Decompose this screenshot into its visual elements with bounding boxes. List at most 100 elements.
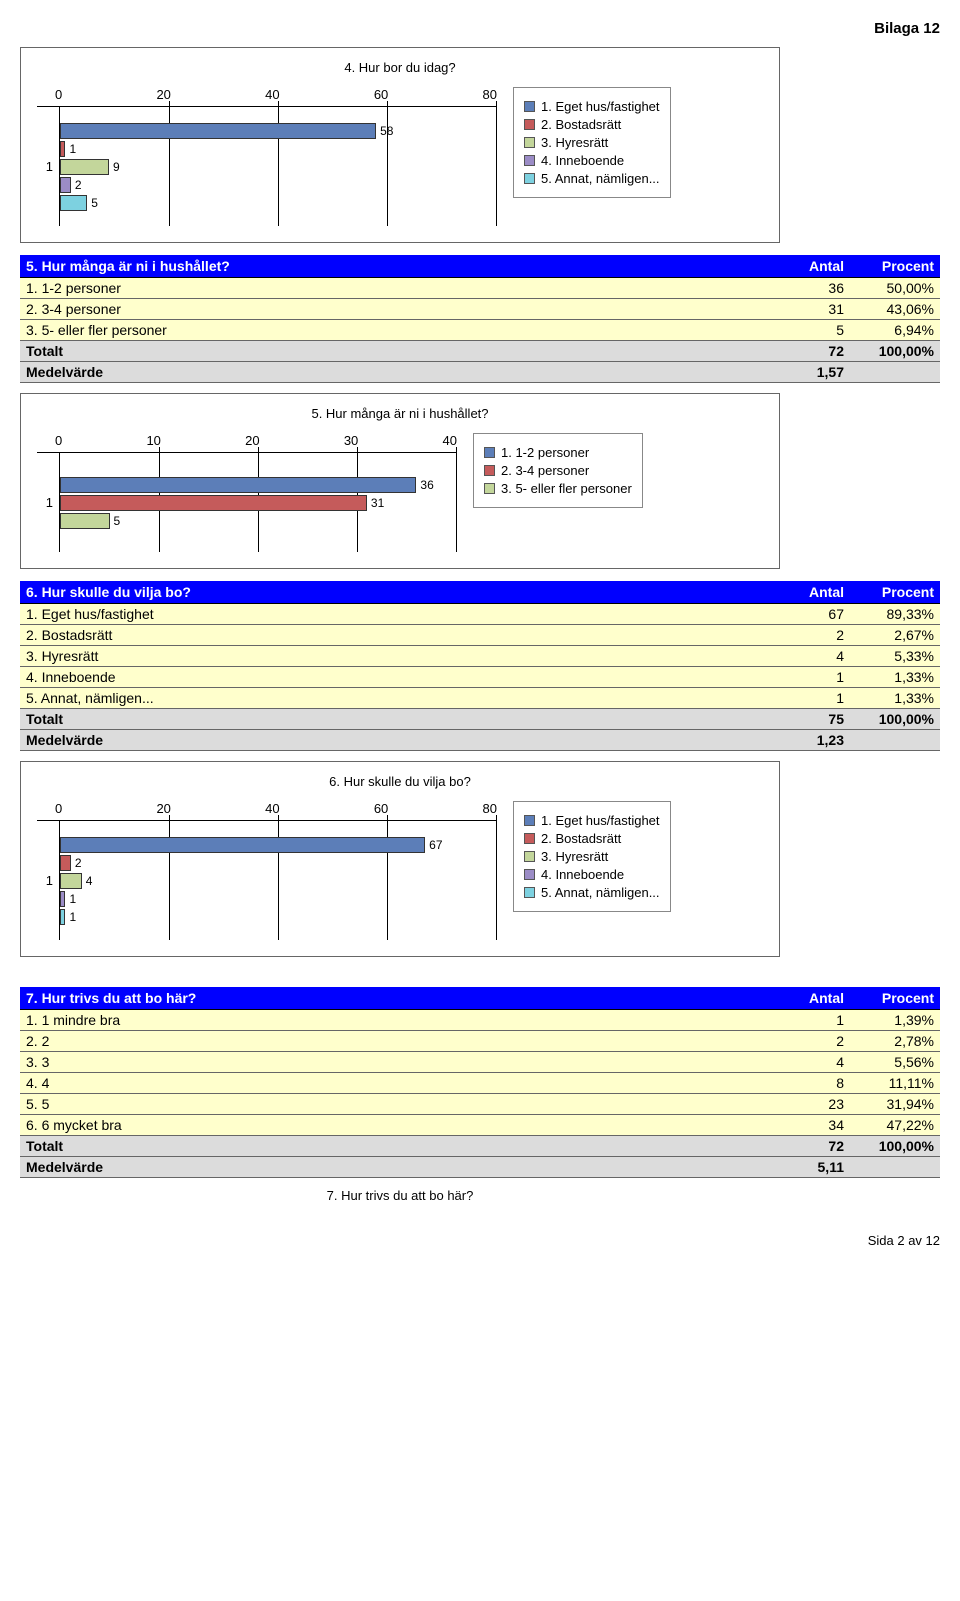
row-procent: 50,00%: [850, 278, 940, 299]
chart6-tick: 40: [265, 801, 279, 816]
chart6-bar: [60, 873, 82, 889]
row-label: 1. Eget hus/fastighet: [20, 604, 760, 625]
chart6-bar-label: 1: [69, 909, 76, 925]
total-procent: 100,00%: [850, 709, 940, 730]
chart6-bar-label: 1: [69, 891, 76, 907]
chart5-title: 5. Hur många är ni i hushållet?: [37, 406, 763, 421]
row-label: 2. Bostadsrätt: [20, 625, 760, 646]
chart5-tick: 10: [146, 433, 160, 448]
table-medel-row: Medelvärde1,23: [20, 730, 940, 751]
chart4-bar: [60, 123, 376, 139]
table-row: 2. 222,78%: [20, 1031, 940, 1052]
chart5-tick: 20: [245, 433, 259, 448]
legend-swatch-icon: [484, 447, 495, 458]
legend-swatch-icon: [484, 483, 495, 494]
total-label: Totalt: [20, 341, 760, 362]
table7-col-antal: Antal: [760, 987, 850, 1010]
table6-col-antal: Antal: [760, 581, 850, 604]
legend-swatch-icon: [524, 869, 535, 880]
row-label: 3. 3: [20, 1052, 760, 1073]
row-label: 3. 5- eller fler personer: [20, 320, 760, 341]
chart6-bar: [60, 837, 425, 853]
medel-value: 1,57: [760, 362, 850, 383]
row-label: 5. 5: [20, 1094, 760, 1115]
chart4-tick: 80: [483, 87, 497, 102]
legend-label: 2. 3-4 personer: [501, 463, 589, 478]
table-row: 5. 52331,94%: [20, 1094, 940, 1115]
chart6-cat-label: 1: [37, 873, 59, 888]
table-total-row: Totalt72100,00%: [20, 1136, 940, 1157]
legend-label: 4. Inneboende: [541, 867, 624, 882]
chart5-bar: [60, 513, 110, 529]
chart5-cat-label: 1: [37, 495, 59, 510]
table5-col-procent: Procent: [850, 255, 940, 278]
legend-label: 3. Hyresrätt: [541, 135, 608, 150]
row-procent: 5,56%: [850, 1052, 940, 1073]
legend-swatch-icon: [524, 101, 535, 112]
chart4-bar-label: 5: [91, 195, 98, 211]
table5-col-antal: Antal: [760, 255, 850, 278]
chart5-tick: 30: [344, 433, 358, 448]
legend-swatch-icon: [524, 173, 535, 184]
chart6-bar: [60, 891, 65, 907]
legend-swatch-icon: [524, 155, 535, 166]
row-antal: 67: [760, 604, 850, 625]
chart-5: 5. Hur många är ni i hushållet? 01020304…: [20, 393, 780, 569]
row-procent: 6,94%: [850, 320, 940, 341]
table-total-row: Totalt75100,00%: [20, 709, 940, 730]
table-row: 3. 5- eller fler personer56,94%: [20, 320, 940, 341]
total-procent: 100,00%: [850, 1136, 940, 1157]
table-row: 1. Eget hus/fastighet6789,33%: [20, 604, 940, 625]
row-label: 4. Inneboende: [20, 667, 760, 688]
chart4-legend-item: 1. Eget hus/fastighet: [524, 99, 660, 114]
table-row: 5. Annat, nämligen...11,33%: [20, 688, 940, 709]
page-header: Bilaga 12: [20, 20, 940, 37]
chart6-title: 6. Hur skulle du vilja bo?: [37, 774, 763, 789]
row-antal: 5: [760, 320, 850, 341]
row-label: 4. 4: [20, 1073, 760, 1094]
row-procent: 1,39%: [850, 1010, 940, 1031]
total-antal: 75: [760, 709, 850, 730]
chart5-bar: [60, 477, 416, 493]
row-procent: 89,33%: [850, 604, 940, 625]
chart4-bar-label: 9: [113, 159, 120, 175]
chart5-bar: [60, 495, 367, 511]
chart6-legend-item: 4. Inneboende: [524, 867, 660, 882]
table-medel-row: Medelvärde1,57: [20, 362, 940, 383]
total-antal: 72: [760, 341, 850, 362]
legend-label: 2. Bostadsrätt: [541, 117, 621, 132]
row-antal: 4: [760, 646, 850, 667]
row-label: 3. Hyresrätt: [20, 646, 760, 667]
chart4-bar: [60, 141, 65, 157]
legend-label: 5. Annat, nämligen...: [541, 885, 660, 900]
table-row: 2. 3-4 personer3143,06%: [20, 299, 940, 320]
legend-swatch-icon: [524, 851, 535, 862]
table5-question: 5. Hur många är ni i hushållet?: [20, 255, 760, 278]
chart6-bar-label: 67: [429, 837, 442, 853]
table7-question: 7. Hur trivs du att bo här?: [20, 987, 760, 1010]
table6-col-procent: Procent: [850, 581, 940, 604]
chart5-bar-label: 5: [114, 513, 121, 529]
row-procent: 47,22%: [850, 1115, 940, 1136]
chart4-bar: [60, 177, 71, 193]
chart5-legend: 1. 1-2 personer2. 3-4 personer3. 5- elle…: [473, 433, 643, 508]
chart5-bar-label: 36: [420, 477, 433, 493]
table-5: 5. Hur många är ni i hushållet? Antal Pr…: [20, 255, 940, 383]
row-antal: 2: [760, 625, 850, 646]
row-antal: 1: [760, 688, 850, 709]
row-antal: 36: [760, 278, 850, 299]
legend-label: 3. 5- eller fler personer: [501, 481, 632, 496]
legend-swatch-icon: [524, 887, 535, 898]
table7-col-procent: Procent: [850, 987, 940, 1010]
chart4-bar: [60, 159, 109, 175]
row-antal: 1: [760, 667, 850, 688]
legend-label: 3. Hyresrätt: [541, 849, 608, 864]
table-row: 4. 4811,11%: [20, 1073, 940, 1094]
chart6-bar-label: 2: [75, 855, 82, 871]
chart4-legend-item: 5. Annat, nämligen...: [524, 171, 660, 186]
table-row: 3. Hyresrätt45,33%: [20, 646, 940, 667]
chart4-bar-label: 58: [380, 123, 393, 139]
chart6-legend-item: 2. Bostadsrätt: [524, 831, 660, 846]
row-label: 6. 6 mycket bra: [20, 1115, 760, 1136]
chart7-title: 7. Hur trivs du att bo här?: [20, 1188, 780, 1203]
